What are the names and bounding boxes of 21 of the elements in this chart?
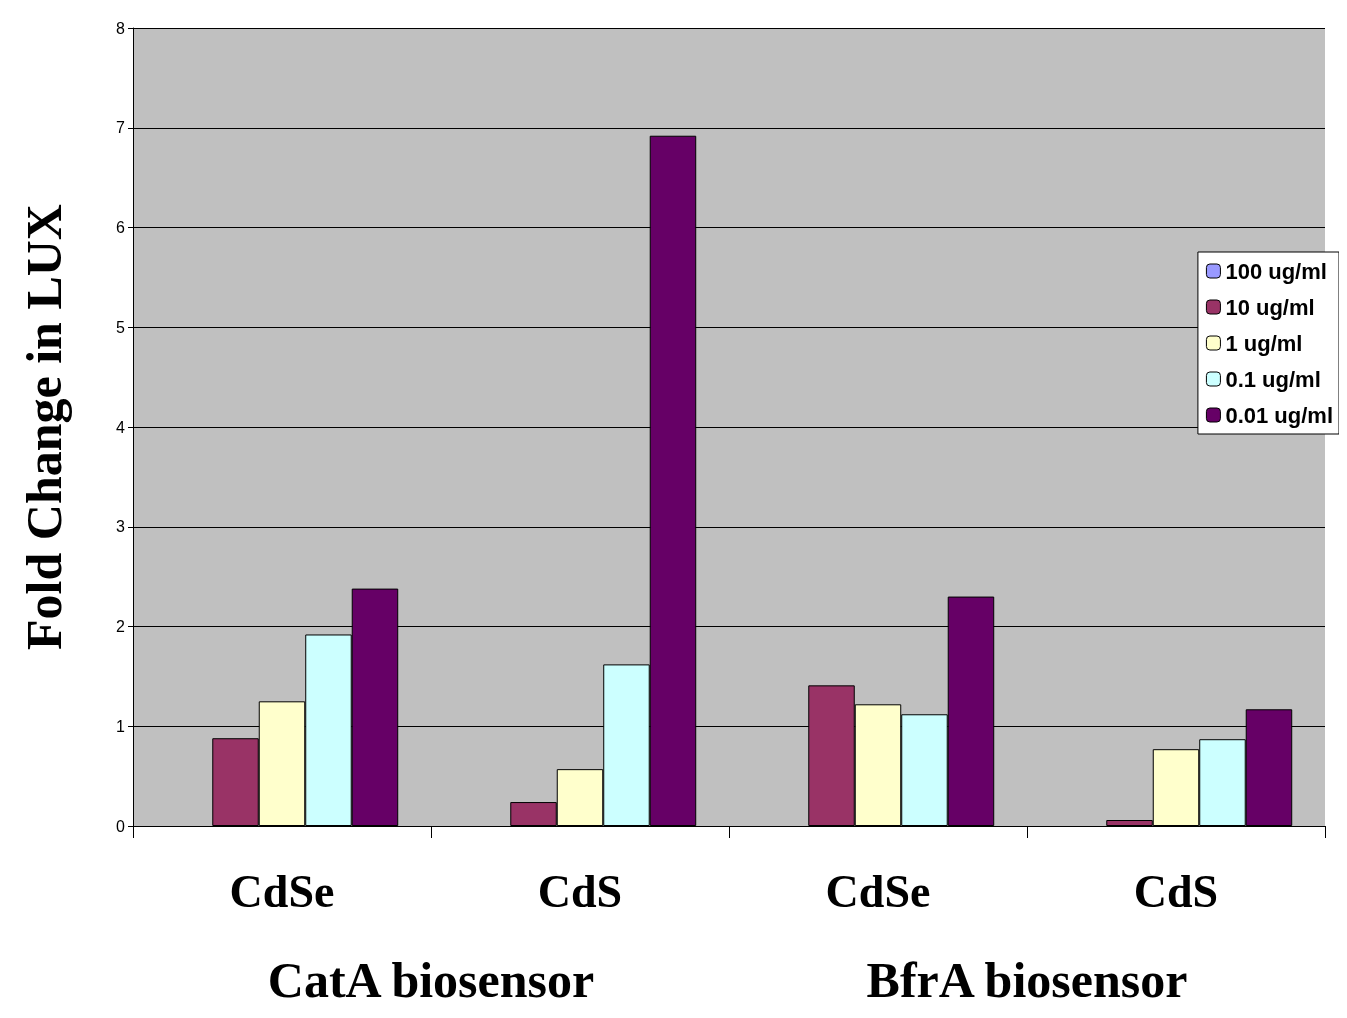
legend-label: 100 ug/ml — [1225, 258, 1327, 284]
y-axis-title: Fold Change in LUX — [16, 204, 72, 650]
x-tick-label: CdSe — [229, 865, 335, 917]
x-tick-label: CdS — [537, 865, 623, 917]
legend-label: 1 ug/ml — [1225, 330, 1303, 356]
y-tick-label: 8 — [116, 19, 126, 37]
x-tick-label: CdS — [1133, 865, 1219, 917]
y-tick-label: 0 — [116, 817, 126, 835]
legend-label: 10 ug/ml — [1225, 294, 1315, 320]
x-tick-label: CdSe — [825, 865, 931, 917]
legend-label: 0.01 ug/ml — [1225, 402, 1333, 428]
y-tick-label: 2 — [116, 618, 126, 635]
text: BfrA biosensor — [866, 952, 1188, 1008]
y-tick-label: 5 — [116, 318, 126, 336]
legend-label: 0.1 ug/ml — [1225, 366, 1321, 392]
text: CatA biosensor — [267, 952, 595, 1008]
y-tick-label: 7 — [116, 119, 126, 137]
y-tick-label: 3 — [116, 518, 126, 536]
y-tick-label: 1 — [116, 717, 126, 735]
y-tick-label: 6 — [116, 219, 126, 236]
y-tick-label: 4 — [116, 418, 126, 436]
